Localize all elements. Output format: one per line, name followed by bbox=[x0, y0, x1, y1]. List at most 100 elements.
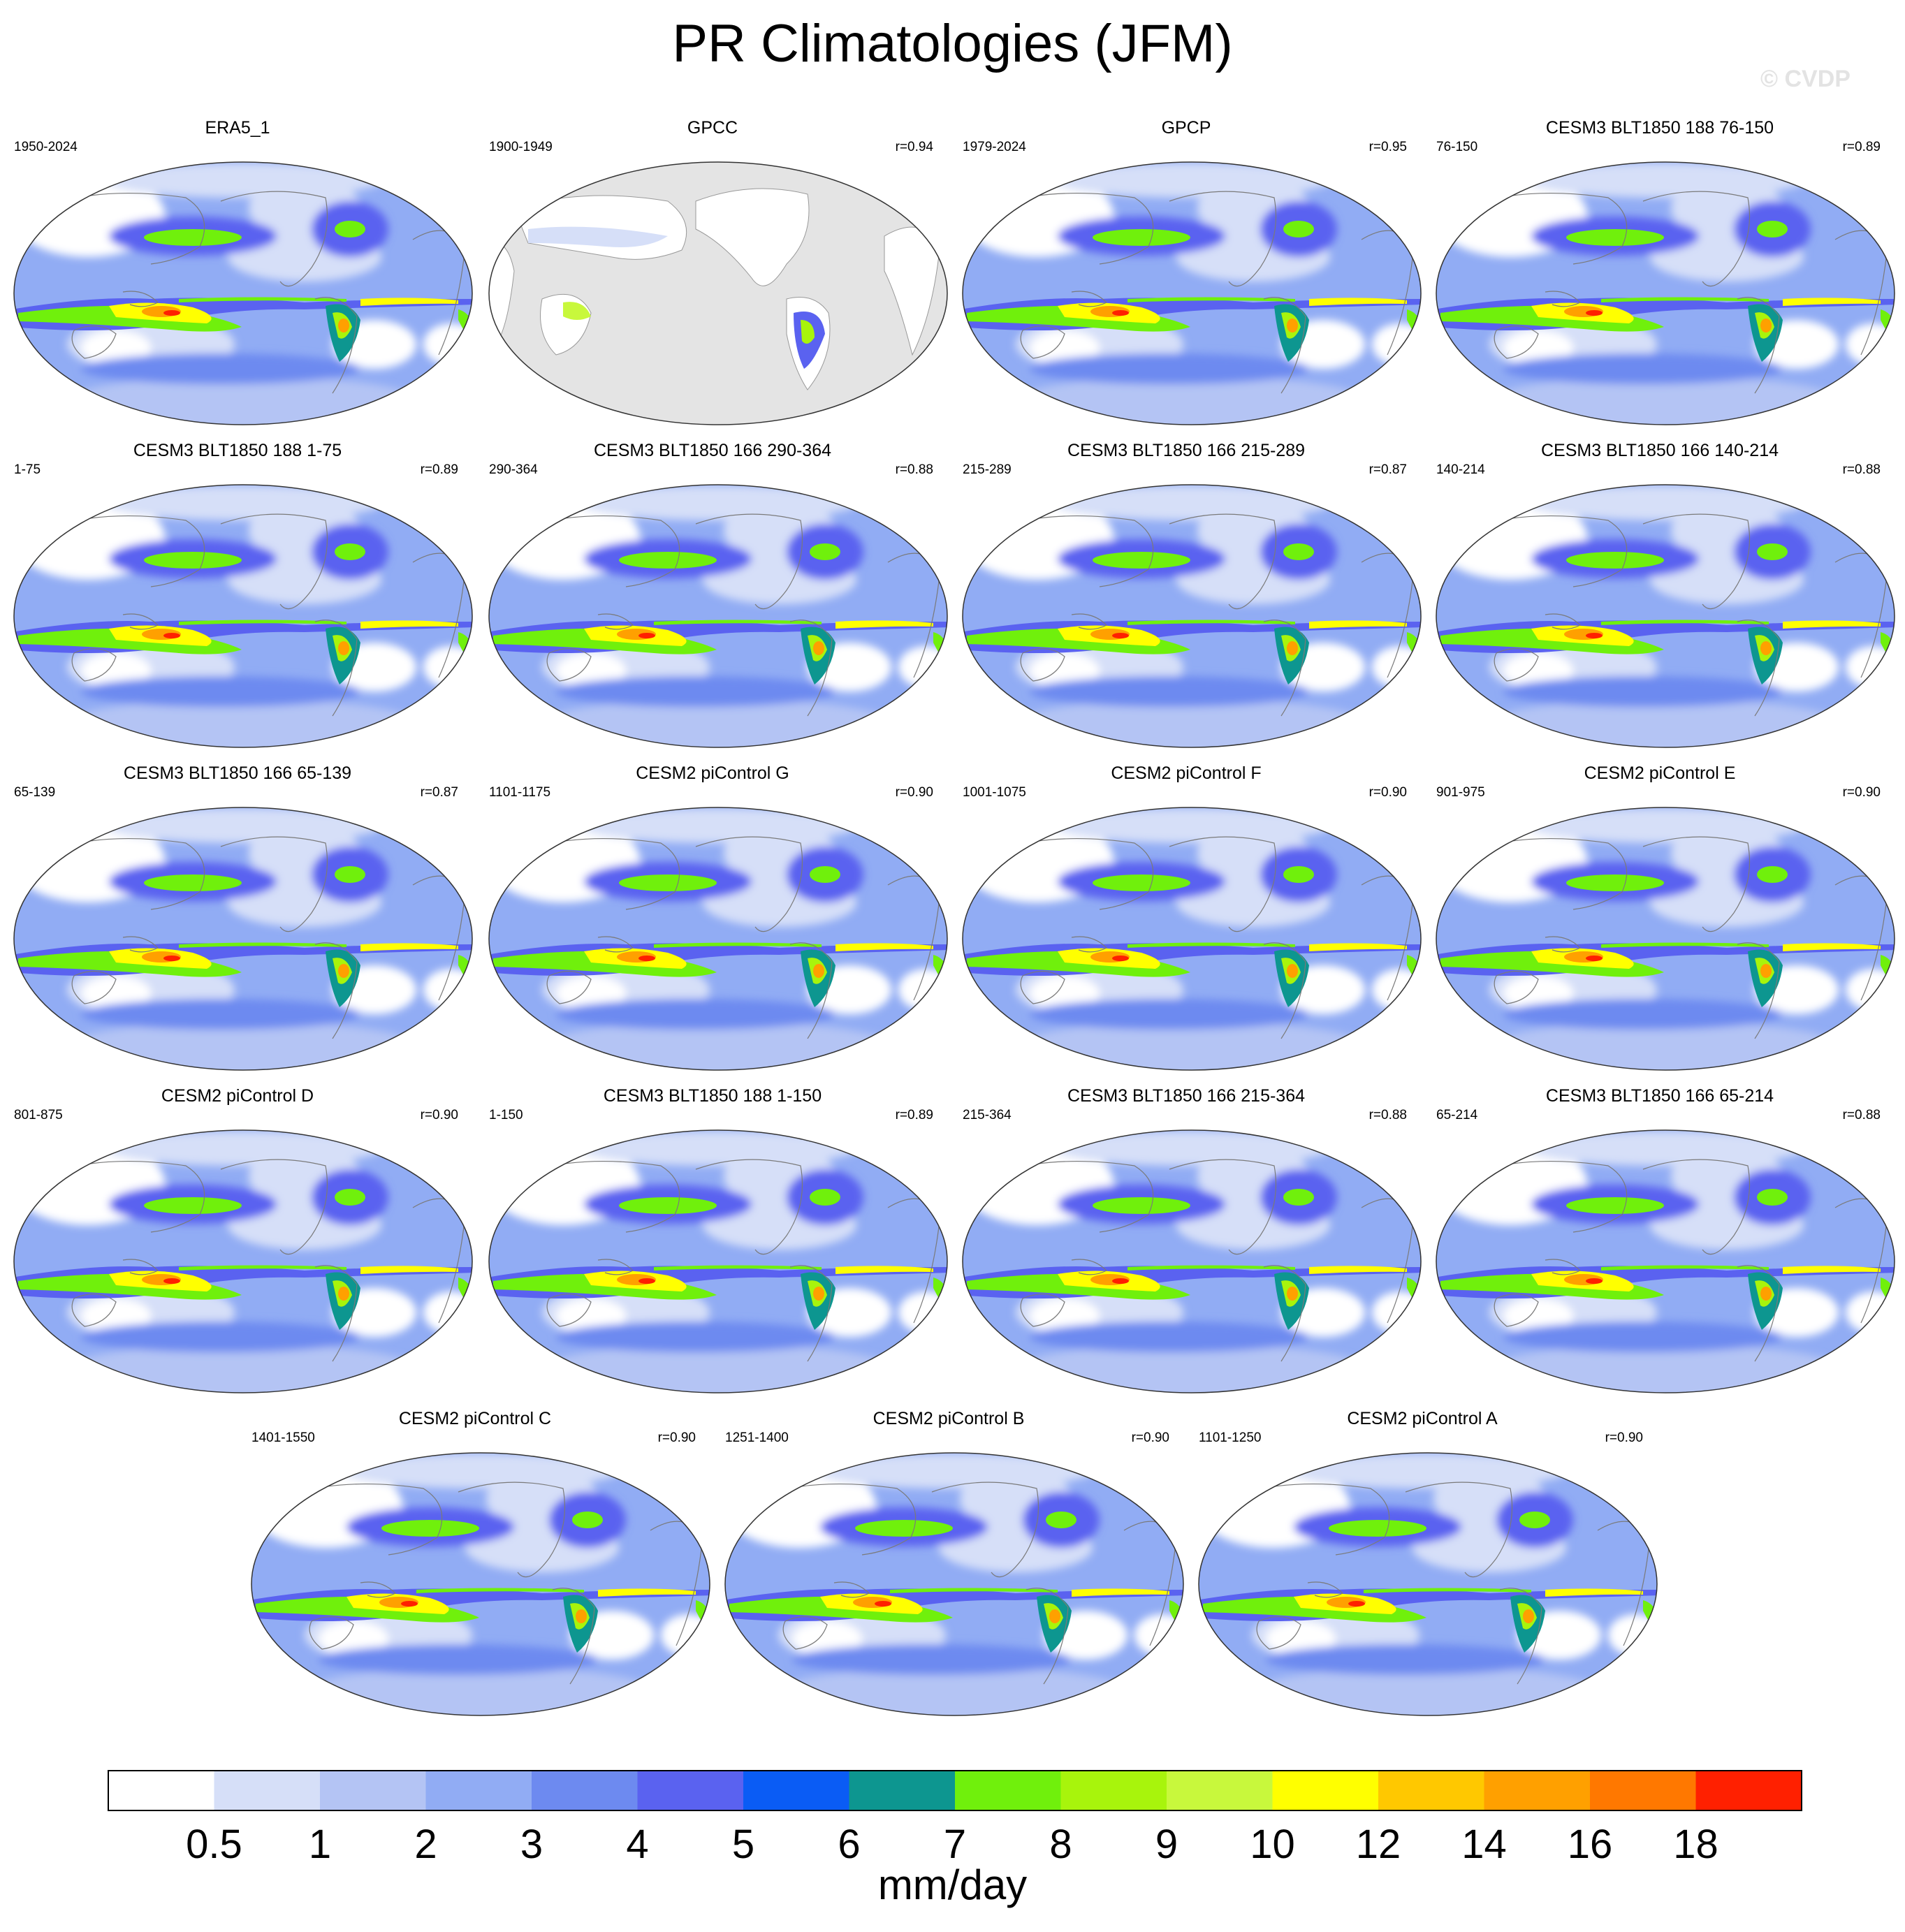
panel-title: CESM2 piControl E bbox=[1584, 763, 1736, 783]
panel-correlation: r=0.90 bbox=[1605, 1430, 1643, 1445]
precip-map bbox=[488, 1129, 948, 1393]
colorbar-cell bbox=[1378, 1771, 1484, 1810]
precip-map bbox=[488, 807, 948, 1071]
precip-map bbox=[13, 484, 473, 748]
map-panel-cesm2-picontrol-e: CESM2 piControl E 901-975 r=0.90 bbox=[1422, 763, 1897, 1074]
colorbar-cell bbox=[849, 1771, 955, 1810]
precip-map bbox=[724, 1452, 1184, 1716]
precip-map bbox=[1436, 1129, 1895, 1393]
panel-years: 215-289 bbox=[963, 462, 1012, 477]
panel-correlation: r=0.88 bbox=[1842, 462, 1881, 477]
panel-title: CESM3 BLT1850 166 65-214 bbox=[1545, 1086, 1774, 1106]
panel-correlation: r=0.87 bbox=[420, 785, 458, 800]
colorbar-cell bbox=[1484, 1771, 1590, 1810]
panel-years: 65-139 bbox=[14, 785, 56, 800]
colorbar-cell bbox=[1272, 1771, 1378, 1810]
map-panel-cesm3-blt1850-166-290-364: CESM3 BLT1850 166 290-364 290-364 r=0.88 bbox=[475, 440, 950, 751]
panel-title: CESM2 piControl C bbox=[398, 1409, 552, 1428]
panel-years: 290-364 bbox=[489, 462, 538, 477]
precip-map bbox=[962, 1129, 1422, 1393]
panel-title: CESM3 BLT1850 188 1-75 bbox=[133, 441, 342, 460]
map-panel-cesm3-blt1850-166-215-289: CESM3 BLT1850 166 215-289 215-289 r=0.87 bbox=[949, 440, 1424, 751]
panel-title: CESM3 BLT1850 188 76-150 bbox=[1545, 118, 1774, 138]
colorbar-cell bbox=[1060, 1771, 1167, 1810]
colorbar-cell bbox=[1695, 1771, 1802, 1810]
panel-years: 1900-1949 bbox=[489, 140, 553, 154]
panel-correlation: r=0.90 bbox=[657, 1430, 696, 1445]
map-panel-cesm2-picontrol-f: CESM2 piControl F 1001-1075 r=0.90 bbox=[949, 763, 1424, 1074]
precip-map bbox=[13, 807, 473, 1071]
panel-years: 1401-1550 bbox=[251, 1430, 315, 1445]
precip-map bbox=[962, 161, 1422, 425]
colorbar-cell bbox=[955, 1771, 1061, 1810]
panel-title: CESM3 BLT1850 166 215-289 bbox=[1067, 441, 1306, 460]
panel-years: 1101-1175 bbox=[489, 785, 551, 800]
map-panel-cesm2-picontrol-g: CESM2 piControl G 1101-1175 r=0.90 bbox=[475, 763, 950, 1074]
precip-map bbox=[13, 161, 473, 425]
map-panel-cesm3-blt1850-166-215-364: CESM3 BLT1850 166 215-364 215-364 r=0.88 bbox=[949, 1085, 1424, 1396]
panel-correlation: r=0.89 bbox=[420, 462, 458, 477]
map-panel-cesm3-blt1850-166-65-139: CESM3 BLT1850 166 65-139 65-139 r=0.87 bbox=[0, 763, 475, 1074]
panel-correlation: r=0.88 bbox=[895, 462, 933, 477]
panel-title: CESM2 piControl F bbox=[1111, 763, 1262, 783]
watermark: © CVDP bbox=[1760, 66, 1851, 92]
panel-title: GPCP bbox=[1161, 118, 1211, 138]
colorbar-cell bbox=[214, 1771, 320, 1810]
panel-correlation: r=0.89 bbox=[1842, 140, 1881, 154]
colorbar-frame bbox=[108, 1770, 1802, 1811]
panel-years: 76-150 bbox=[1436, 140, 1478, 154]
panel-years: 1001-1075 bbox=[963, 785, 1026, 800]
panel-correlation: r=0.94 bbox=[895, 140, 933, 154]
panel-correlation: r=0.88 bbox=[1368, 1108, 1407, 1122]
precip-map bbox=[488, 161, 948, 425]
panel-years: 1979-2024 bbox=[963, 140, 1026, 154]
map-panel-gpcc: GPCC 1900-1949 r=0.94 bbox=[475, 117, 950, 428]
precip-map bbox=[1436, 161, 1895, 425]
map-panel-cesm3-blt1850-166-140-214: CESM3 BLT1850 166 140-214 140-214 r=0.88 bbox=[1422, 440, 1897, 751]
map-panel-cesm2-picontrol-d: CESM2 piControl D 801-875 r=0.90 bbox=[0, 1085, 475, 1396]
panel-title: CESM2 piControl A bbox=[1347, 1409, 1498, 1428]
colorbar-cell bbox=[532, 1771, 638, 1810]
map-panel-era5-1: ERA5_1 1950-2024 bbox=[0, 117, 475, 428]
panel-years: 1-150 bbox=[489, 1108, 523, 1122]
panel-years: 1251-1400 bbox=[725, 1430, 789, 1445]
precip-map bbox=[251, 1452, 710, 1716]
map-panel-cesm3-blt1850-188-1-150: CESM3 BLT1850 188 1-150 1-150 r=0.89 bbox=[475, 1085, 950, 1396]
map-panel-cesm3-blt1850-188-76-150: CESM3 BLT1850 188 76-150 76-150 r=0.89 bbox=[1422, 117, 1897, 428]
panel-years: 1-75 bbox=[14, 462, 41, 477]
colorbar-cell bbox=[743, 1771, 849, 1810]
colorbar-cell bbox=[320, 1771, 426, 1810]
colorbar-cell bbox=[1590, 1771, 1696, 1810]
panel-correlation: r=0.95 bbox=[1368, 140, 1407, 154]
map-panel-cesm2-picontrol-c: CESM2 piControl C 1401-1550 r=0.90 bbox=[238, 1408, 713, 1719]
precip-map bbox=[1436, 807, 1895, 1071]
panel-title: CESM3 BLT1850 188 1-150 bbox=[603, 1086, 822, 1106]
colorbar-cell bbox=[425, 1771, 532, 1810]
map-panel-cesm2-picontrol-b: CESM2 piControl B 1251-1400 r=0.90 bbox=[711, 1408, 1186, 1719]
precip-map bbox=[13, 1129, 473, 1393]
panel-correlation: r=0.90 bbox=[1368, 785, 1407, 800]
panel-years: 1950-2024 bbox=[14, 140, 78, 154]
panel-title: CESM2 piControl G bbox=[636, 763, 789, 783]
panel-title: ERA5_1 bbox=[205, 118, 270, 138]
panel-title: GPCC bbox=[687, 118, 738, 138]
figure-title: PR Climatologies (JFM) bbox=[672, 14, 1233, 73]
colorbar-cell bbox=[108, 1771, 214, 1810]
panel-correlation: r=0.89 bbox=[895, 1108, 933, 1122]
panel-years: 1101-1250 bbox=[1199, 1430, 1262, 1445]
panel-correlation: r=0.90 bbox=[420, 1108, 458, 1122]
panel-years: 801-875 bbox=[14, 1108, 63, 1122]
precip-map bbox=[962, 807, 1422, 1071]
colorbar-cell bbox=[1167, 1771, 1273, 1810]
precip-map bbox=[1198, 1452, 1658, 1716]
panel-correlation: r=0.87 bbox=[1368, 462, 1407, 477]
panel-years: 140-214 bbox=[1436, 462, 1485, 477]
panel-correlation: r=0.90 bbox=[1131, 1430, 1169, 1445]
map-panel-cesm3-blt1850-188-1-75: CESM3 BLT1850 188 1-75 1-75 r=0.89 bbox=[0, 440, 475, 751]
panel-correlation: r=0.90 bbox=[1842, 785, 1881, 800]
panel-years: 901-975 bbox=[1436, 785, 1485, 800]
panel-title: CESM3 BLT1850 166 215-364 bbox=[1067, 1086, 1306, 1106]
panel-title: CESM2 piControl B bbox=[873, 1409, 1025, 1428]
panel-title: CESM2 piControl D bbox=[161, 1086, 314, 1106]
panel-title: CESM3 BLT1850 166 65-139 bbox=[123, 763, 352, 783]
